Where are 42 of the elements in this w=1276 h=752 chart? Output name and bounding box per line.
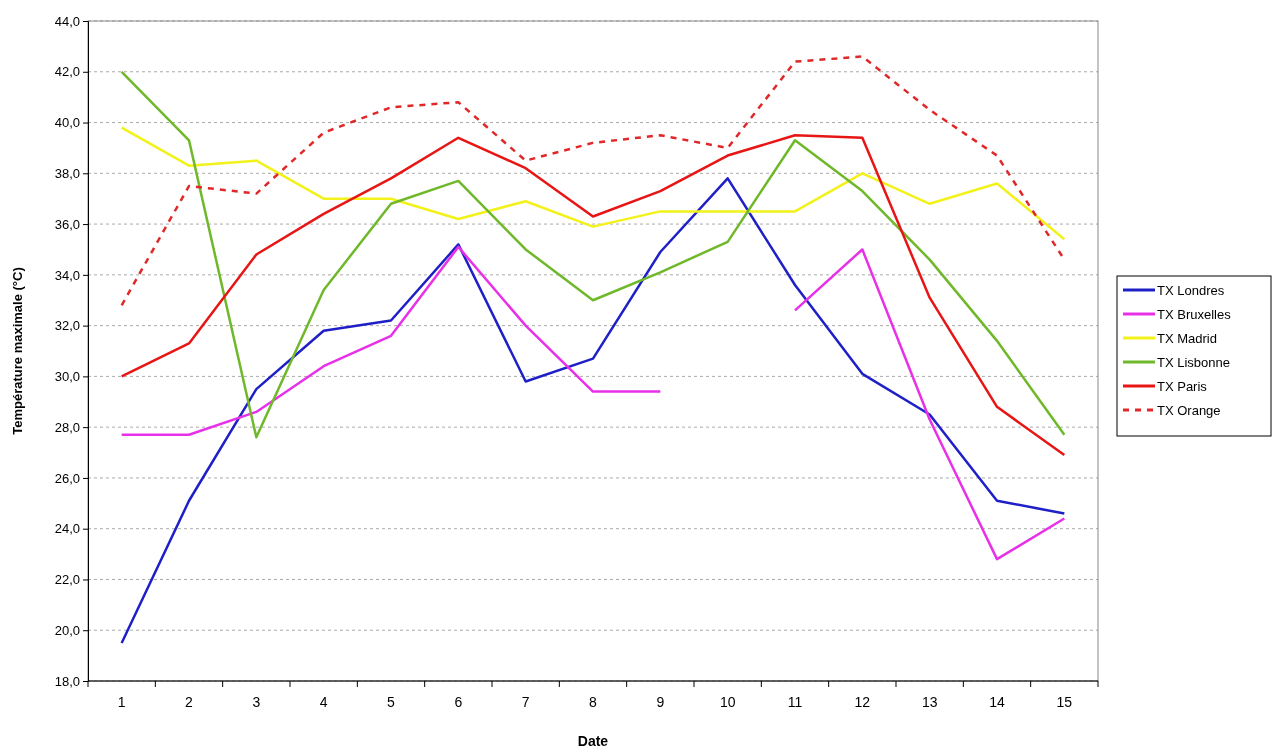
- x-tick-label: 3: [252, 694, 261, 710]
- legend-label: TX Madrid: [1157, 331, 1217, 346]
- y-tick-label: 28,0: [54, 419, 80, 435]
- y-tick-label: 22,0: [54, 572, 80, 588]
- y-tick-label: 38,0: [54, 165, 80, 181]
- line-series: [120, 177, 1066, 645]
- y-tick-label: 34,0: [54, 267, 80, 283]
- x-tick-label: 8: [589, 694, 598, 710]
- x-tick-label: 7: [521, 694, 530, 710]
- x-tick-label: 14: [989, 694, 1005, 710]
- y-tick-label: 36,0: [54, 216, 80, 232]
- x-axis-title: Date: [577, 733, 609, 749]
- y-tick-label: 30,0: [54, 369, 80, 385]
- y-tick-label: 26,0: [54, 470, 80, 486]
- line-series: [120, 133, 1066, 457]
- x-tick-label: 11: [787, 694, 803, 710]
- legend-label: TX Orange: [1157, 403, 1221, 418]
- x-tick-label: 6: [454, 694, 463, 710]
- y-tick-label: 32,0: [54, 318, 80, 334]
- x-tick-label: 12: [854, 694, 871, 710]
- y-tick-label: 42,0: [54, 64, 80, 80]
- legend-label: TX Lisbonne: [1157, 355, 1230, 370]
- line-series: [120, 70, 1066, 439]
- x-tick-label: 9: [656, 694, 665, 710]
- y-tick-label: 18,0: [54, 673, 80, 689]
- legend-label: TX Londres: [1157, 283, 1225, 298]
- y-axis-title: Température maximale (°C): [10, 267, 25, 435]
- x-tick-label: 4: [319, 694, 328, 710]
- y-tick-label: 44,0: [54, 13, 80, 29]
- line-series: [120, 55, 1066, 307]
- x-tick-label: 13: [921, 694, 938, 710]
- legend-label: TX Paris: [1157, 379, 1208, 394]
- y-tick-label: 24,0: [54, 521, 80, 537]
- legend-label: TX Bruxelles: [1157, 307, 1232, 322]
- x-tick-label: 1: [117, 694, 126, 710]
- x-tick-label: 2: [185, 694, 194, 710]
- y-tick-label: 40,0: [54, 115, 80, 131]
- x-tick-label: 10: [719, 694, 736, 710]
- x-tick-label: 5: [387, 694, 396, 710]
- x-tick-label: 15: [1056, 694, 1073, 710]
- line-series: [120, 126, 1066, 241]
- y-tick-label: 20,0: [54, 622, 80, 638]
